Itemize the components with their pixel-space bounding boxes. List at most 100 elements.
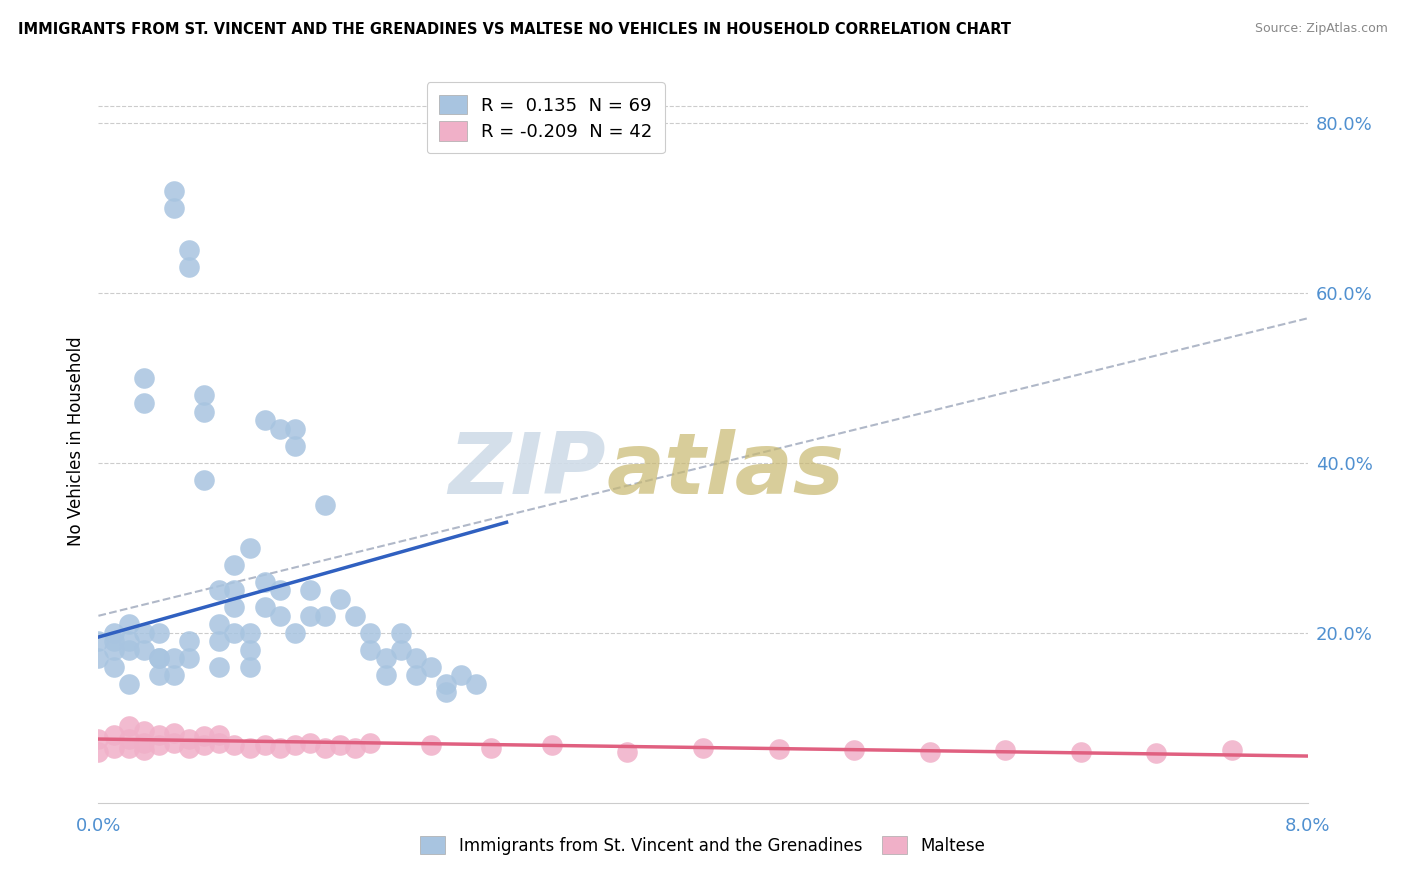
Point — [208, 634, 231, 648]
Point — [118, 740, 141, 755]
Point — [224, 600, 246, 615]
Point — [163, 736, 186, 750]
Point — [374, 651, 396, 665]
Legend: Immigrants from St. Vincent and the Grenadines, Maltese: Immigrants from St. Vincent and the Gren… — [412, 828, 994, 863]
Point — [103, 740, 125, 755]
Point — [405, 651, 427, 665]
Point — [163, 726, 186, 740]
Point — [253, 574, 276, 589]
Point — [405, 668, 427, 682]
Point — [179, 634, 201, 648]
Point — [1220, 743, 1243, 757]
Point — [360, 736, 382, 750]
Point — [118, 617, 141, 632]
Point — [103, 642, 125, 657]
Point — [118, 634, 141, 648]
Point — [434, 677, 457, 691]
Point — [87, 651, 110, 665]
Y-axis label: No Vehicles in Household: No Vehicles in Household — [66, 336, 84, 547]
Point — [163, 201, 186, 215]
Point — [420, 738, 443, 752]
Point — [132, 396, 155, 410]
Point — [1070, 745, 1092, 759]
Point — [269, 422, 291, 436]
Point — [389, 642, 412, 657]
Point — [239, 660, 262, 674]
Point — [87, 732, 110, 747]
Point — [193, 473, 215, 487]
Point — [148, 651, 170, 665]
Point — [118, 719, 141, 733]
Point — [389, 625, 412, 640]
Point — [193, 388, 215, 402]
Point — [118, 642, 141, 657]
Text: IMMIGRANTS FROM ST. VINCENT AND THE GRENADINES VS MALTESE NO VEHICLES IN HOUSEHO: IMMIGRANTS FROM ST. VINCENT AND THE GREN… — [18, 22, 1011, 37]
Point — [239, 625, 262, 640]
Point — [253, 413, 276, 427]
Point — [481, 740, 503, 755]
Point — [269, 583, 291, 598]
Point — [148, 625, 170, 640]
Point — [193, 405, 215, 419]
Point — [344, 608, 367, 623]
Point — [329, 591, 352, 606]
Point — [329, 738, 352, 752]
Point — [224, 625, 246, 640]
Text: ZIP: ZIP — [449, 429, 606, 512]
Point — [148, 668, 170, 682]
Point — [299, 608, 322, 623]
Point — [994, 743, 1017, 757]
Point — [299, 736, 322, 750]
Text: atlas: atlas — [606, 429, 845, 512]
Point — [179, 260, 201, 275]
Point — [239, 642, 262, 657]
Point — [132, 642, 155, 657]
Point — [179, 244, 201, 258]
Point — [239, 541, 262, 555]
Point — [208, 583, 231, 598]
Point — [314, 498, 336, 512]
Point — [768, 742, 790, 756]
Point — [374, 668, 396, 682]
Point — [616, 745, 638, 759]
Point — [284, 422, 307, 436]
Point — [148, 738, 170, 752]
Point — [132, 736, 155, 750]
Point — [284, 625, 307, 640]
Point — [103, 728, 125, 742]
Point — [344, 740, 367, 755]
Point — [208, 736, 231, 750]
Point — [148, 728, 170, 742]
Text: Source: ZipAtlas.com: Source: ZipAtlas.com — [1254, 22, 1388, 36]
Point — [87, 634, 110, 648]
Point — [450, 668, 472, 682]
Point — [284, 738, 307, 752]
Point — [103, 660, 125, 674]
Point — [918, 745, 941, 759]
Point — [179, 651, 201, 665]
Point — [132, 723, 155, 738]
Point — [420, 660, 443, 674]
Point — [179, 740, 201, 755]
Point — [540, 738, 562, 752]
Point — [163, 668, 186, 682]
Point — [269, 740, 291, 755]
Point — [148, 651, 170, 665]
Point — [224, 583, 246, 598]
Point — [193, 738, 215, 752]
Point — [269, 608, 291, 623]
Point — [132, 371, 155, 385]
Point — [179, 732, 201, 747]
Point — [193, 730, 215, 744]
Point — [163, 651, 186, 665]
Point — [1146, 747, 1168, 761]
Point — [253, 600, 276, 615]
Point — [132, 743, 155, 757]
Point — [163, 184, 186, 198]
Point — [284, 439, 307, 453]
Point — [465, 677, 488, 691]
Point — [224, 558, 246, 572]
Point — [208, 617, 231, 632]
Point — [239, 740, 262, 755]
Point — [118, 732, 141, 747]
